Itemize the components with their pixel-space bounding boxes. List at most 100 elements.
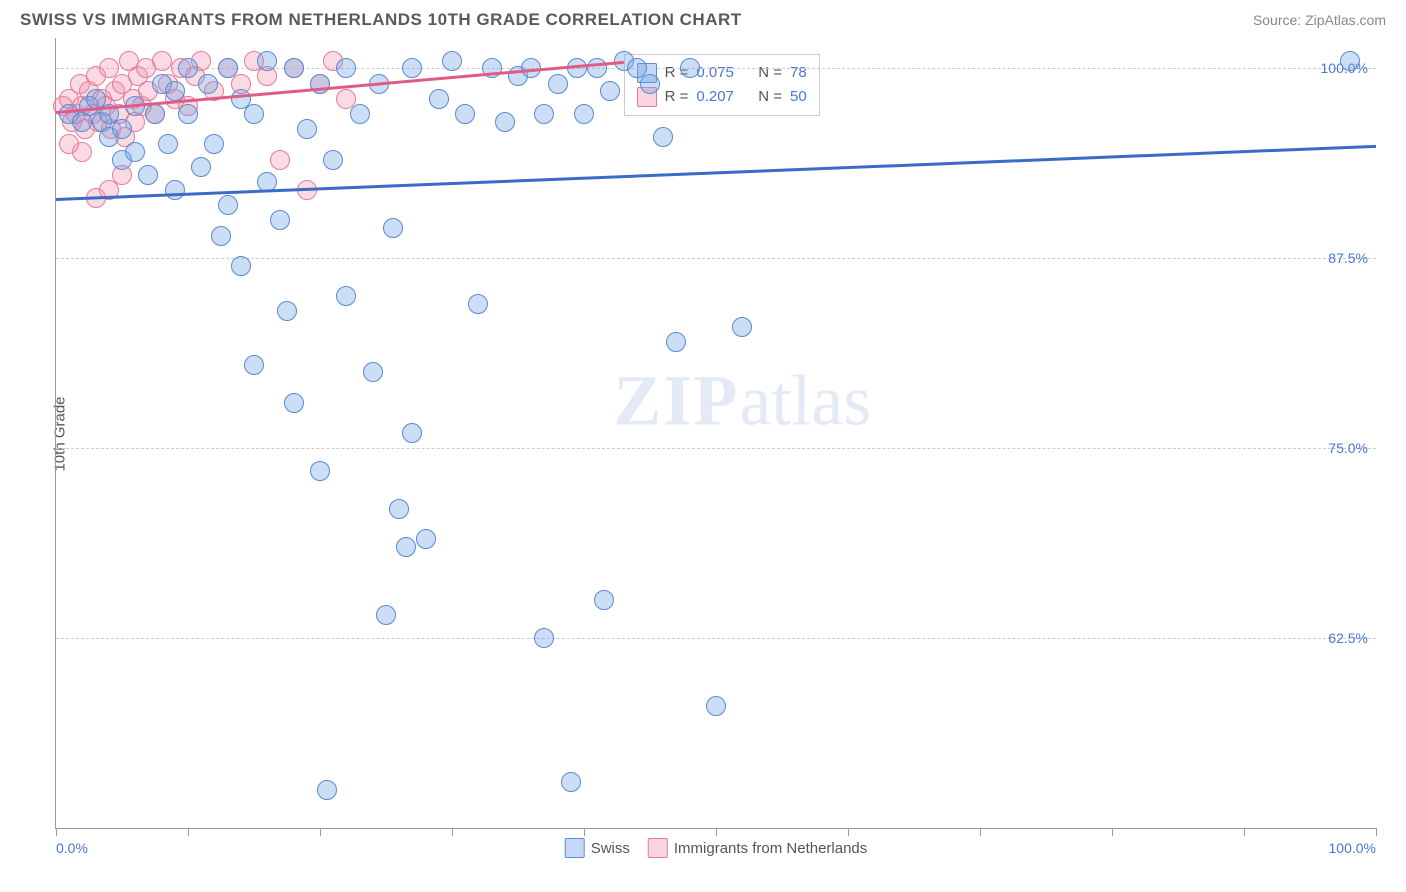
data-point-blue — [165, 81, 185, 101]
data-point-blue — [211, 226, 231, 246]
data-point-blue — [666, 332, 686, 352]
r-value-blue: 0.075 — [696, 64, 734, 81]
data-point-blue — [204, 134, 224, 154]
gridline — [56, 258, 1376, 259]
data-point-blue — [138, 165, 158, 185]
data-point-blue — [653, 127, 673, 147]
xtick — [1376, 828, 1377, 836]
data-point-blue — [231, 256, 251, 276]
data-point-blue — [429, 89, 449, 109]
xtick — [320, 828, 321, 836]
data-point-blue — [165, 180, 185, 200]
data-point-blue — [191, 157, 211, 177]
data-point-pink — [270, 150, 290, 170]
data-point-blue — [284, 393, 304, 413]
data-point-blue — [350, 104, 370, 124]
data-point-blue — [389, 499, 409, 519]
ytick-label: 62.5% — [1328, 630, 1368, 646]
chart-area: 10th Grade ZIPatlas R = 0.075 N = 78 R =… — [50, 38, 1386, 829]
r-value-pink: 0.207 — [696, 88, 734, 105]
legend-item-blue: Swiss — [565, 838, 630, 858]
chart-title: SWISS VS IMMIGRANTS FROM NETHERLANDS 10T… — [20, 10, 742, 30]
data-point-blue — [416, 529, 436, 549]
data-point-blue — [336, 286, 356, 306]
data-point-blue — [317, 780, 337, 800]
data-point-blue — [257, 51, 277, 71]
xtick — [980, 828, 981, 836]
data-point-blue — [112, 119, 132, 139]
stats-row-pink: R = 0.207 N = 50 — [637, 85, 807, 109]
data-point-pink — [152, 51, 172, 71]
data-point-blue — [297, 119, 317, 139]
source-link[interactable]: ZipAtlas.com — [1305, 12, 1386, 28]
ytick-label: 87.5% — [1328, 250, 1368, 266]
trend-line — [56, 144, 1376, 200]
data-point-blue — [567, 58, 587, 78]
chart-source: Source: ZipAtlas.com — [1253, 12, 1386, 28]
data-point-blue — [218, 195, 238, 215]
data-point-blue — [125, 142, 145, 162]
data-point-blue — [383, 218, 403, 238]
data-point-blue — [336, 58, 356, 78]
data-point-blue — [600, 81, 620, 101]
data-point-blue — [178, 104, 198, 124]
r-label: R = — [665, 88, 689, 105]
xtick — [848, 828, 849, 836]
data-point-blue — [732, 317, 752, 337]
ytick-label: 75.0% — [1328, 440, 1368, 456]
data-point-blue — [363, 362, 383, 382]
legend-label-blue: Swiss — [591, 840, 630, 857]
watermark-atlas: atlas — [739, 361, 871, 441]
legend-item-pink: Immigrants from Netherlands — [648, 838, 867, 858]
xtick — [56, 828, 57, 836]
data-point-blue — [534, 628, 554, 648]
data-point-blue — [640, 74, 660, 94]
data-point-blue — [402, 58, 422, 78]
x-axis-right-label: 100.0% — [1329, 840, 1376, 856]
data-point-blue — [455, 104, 475, 124]
data-point-blue — [1340, 51, 1360, 71]
data-point-blue — [561, 772, 581, 792]
stats-row-blue: R = 0.075 N = 78 — [637, 61, 807, 85]
xtick — [584, 828, 585, 836]
data-point-blue — [178, 58, 198, 78]
data-point-pink — [59, 134, 79, 154]
data-point-blue — [145, 104, 165, 124]
gridline — [56, 448, 1376, 449]
data-point-blue — [574, 104, 594, 124]
data-point-blue — [244, 355, 264, 375]
n-label: N = — [758, 88, 782, 105]
data-point-blue — [218, 58, 238, 78]
data-point-blue — [402, 423, 422, 443]
data-point-blue — [495, 112, 515, 132]
data-point-blue — [310, 461, 330, 481]
data-point-blue — [284, 58, 304, 78]
data-point-blue — [270, 210, 290, 230]
data-point-blue — [244, 104, 264, 124]
xtick — [188, 828, 189, 836]
legend-swatch-pink-icon — [648, 838, 668, 858]
data-point-blue — [587, 58, 607, 78]
watermark: ZIPatlas — [613, 360, 871, 443]
data-point-blue — [198, 74, 218, 94]
xtick — [716, 828, 717, 836]
n-value-blue: 78 — [790, 64, 807, 81]
data-point-blue — [594, 590, 614, 610]
data-point-blue — [376, 605, 396, 625]
data-point-blue — [706, 696, 726, 716]
plot-area: ZIPatlas R = 0.075 N = 78 R = 0.207 N = … — [55, 38, 1376, 829]
data-point-blue — [442, 51, 462, 71]
n-label: N = — [758, 64, 782, 81]
data-point-blue — [680, 58, 700, 78]
data-point-blue — [323, 150, 343, 170]
n-value-pink: 50 — [790, 88, 807, 105]
data-point-blue — [468, 294, 488, 314]
x-axis-left-label: 0.0% — [56, 840, 88, 856]
data-point-blue — [396, 537, 416, 557]
watermark-zip: ZIP — [613, 361, 739, 441]
source-prefix: Source: — [1253, 12, 1305, 28]
chart-header: SWISS VS IMMIGRANTS FROM NETHERLANDS 10T… — [0, 0, 1406, 38]
xtick — [1112, 828, 1113, 836]
data-point-blue — [277, 301, 297, 321]
data-point-blue — [548, 74, 568, 94]
